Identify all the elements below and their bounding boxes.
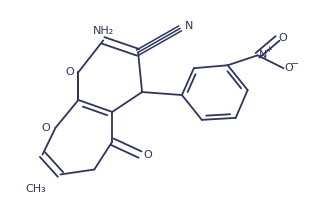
Text: O: O [285, 63, 293, 73]
Text: O: O [278, 33, 287, 43]
Text: CH₃: CH₃ [26, 184, 47, 194]
Text: N: N [185, 21, 193, 30]
Text: NH₂: NH₂ [93, 27, 114, 36]
Text: +: + [266, 45, 273, 54]
Text: O: O [143, 150, 152, 160]
Text: −: − [291, 59, 300, 69]
Text: N: N [259, 50, 267, 60]
Text: O: O [66, 67, 74, 77]
Text: O: O [42, 123, 51, 133]
